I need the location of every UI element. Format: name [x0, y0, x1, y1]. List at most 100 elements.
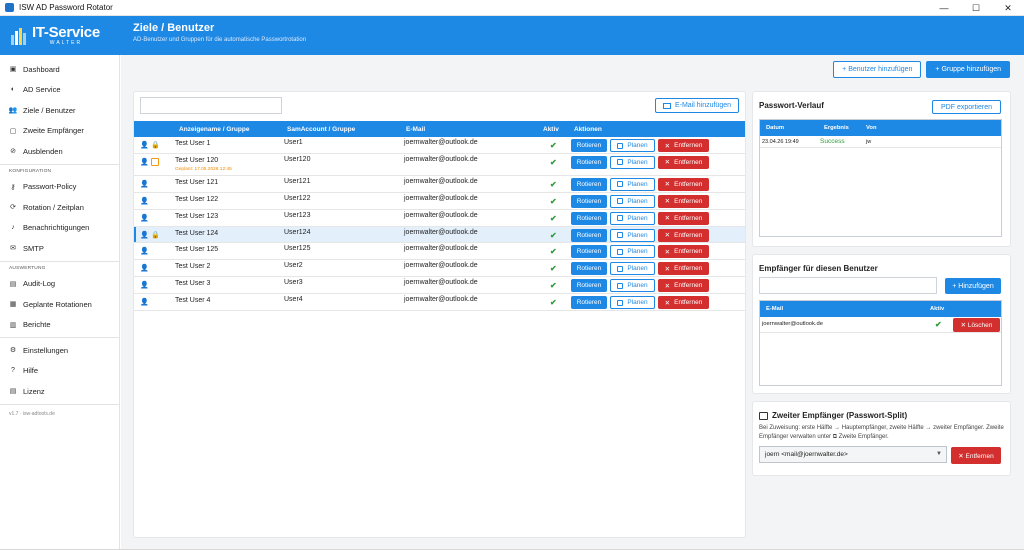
sidebar-item-ausblenden[interactable]: ⊘ Ausblenden	[0, 141, 119, 162]
table-row[interactable]: 👤 🔒 Test User 124 User124 joernwalter@outloo…	[134, 226, 745, 244]
calendar-icon	[617, 299, 624, 306]
rotate-button[interactable]: Rotieren	[571, 211, 607, 225]
active-check-icon: ✔	[935, 320, 942, 329]
rotate-button[interactable]: Rotieren	[571, 245, 607, 259]
table-row[interactable]: 👤 Test User 125 User125 joernwalter@outlook…	[134, 243, 745, 261]
col-date: Datum	[766, 125, 785, 131]
remove-button[interactable]: ✕ Entfernen	[658, 279, 709, 293]
row-actions: Rotieren Planen ✕ Entfernen	[571, 211, 709, 225]
sidebar-item-dashboard[interactable]: ▣ Dashboard	[0, 59, 119, 80]
user-display-name: Test User 120	[175, 156, 219, 164]
maximize-button[interactable]: ☐	[971, 2, 981, 13]
sidebar-item-hilfe[interactable]: ? Hilfe	[0, 361, 119, 382]
table-row[interactable]: 👤 Test User 123 User123 joernwalter@outlook…	[134, 210, 745, 227]
sidebar-item-lizenz[interactable]: ▤ Lizenz	[0, 381, 119, 402]
user-email: joernwalter@outlook.de	[404, 262, 478, 270]
table-row[interactable]: 👤 Test User 120 Geplant: 17.05.2026 12:45 U…	[134, 154, 745, 176]
sidebar-item-einstellungen[interactable]: ⚙ Einstellungen	[0, 340, 119, 361]
user-icon: 👤	[140, 180, 149, 188]
rotate-button[interactable]: Rotieren	[571, 228, 607, 242]
sidebar-item-berichte[interactable]: ▥ Berichte	[0, 315, 119, 336]
plan-button[interactable]: Planen	[610, 155, 655, 169]
table-row[interactable]: 👤 Test User 4 User4 joernwalter@outlook.de ✔…	[134, 294, 745, 312]
plan-button[interactable]: Planen	[610, 228, 655, 242]
sidebar-item-ziele-benutzer[interactable]: 👥 Ziele / Benutzer	[0, 100, 119, 121]
remove-button[interactable]: ✕ Entfernen	[658, 245, 709, 259]
user-display-name: Test User 4	[175, 297, 211, 305]
second-recipient-select[interactable]: joern <mail@joernwalter.de> ▼	[759, 446, 947, 463]
rotate-button[interactable]: Rotieren	[571, 177, 607, 191]
plan-button[interactable]: Planen	[610, 279, 655, 293]
license-icon: ▤	[9, 388, 17, 396]
user-email: joernwalter@outlook.de	[404, 139, 478, 146]
sidebar-item-benachrichtigungen[interactable]: ♪ Benachrichtigungen	[0, 218, 119, 239]
plan-button[interactable]: Planen	[610, 296, 655, 310]
remove-button[interactable]: ✕ Entfernen	[658, 296, 709, 310]
page-header: Ziele / Benutzer AD-Benutzer und Gruppen…	[120, 16, 1024, 55]
nav-divider	[0, 337, 119, 338]
table-row[interactable]: 👤 Test User 121 User121 joernwalter@outlook…	[134, 176, 745, 193]
table-row[interactable]: 👤 Test User 2 User2 joernwalter@outlook.de ✔…	[134, 260, 745, 278]
rotate-button[interactable]: Rotieren	[571, 296, 607, 310]
recipients-panel: Empfänger für diesen Benutzer + Hinzufüg…	[753, 255, 1010, 393]
sidebar-item-label: Rotation / Zeitplan	[23, 202, 84, 212]
users-table: Anzeigename / Gruppe SamAccount / Gruppe…	[134, 121, 745, 312]
remove-button[interactable]: ✕ Entfernen	[658, 228, 709, 242]
user-email: joernwalter@outlook.de	[404, 155, 478, 163]
sidebar-item-rotation-zeitplan[interactable]: ⟳ Rotation / Zeitplan	[0, 197, 119, 218]
rotate-button[interactable]: Rotieren	[571, 279, 607, 293]
rotate-button[interactable]: Rotieren	[571, 262, 607, 276]
rotate-button[interactable]: Rotieren	[571, 194, 607, 208]
plan-button[interactable]: Planen	[610, 245, 655, 259]
remove-label: Entfernen	[674, 197, 703, 205]
sidebar-item-label: Lizenz	[23, 386, 45, 396]
table-row[interactable]: 👤 Test User 3 User3 joernwalter@outlook.de ✔…	[134, 277, 745, 295]
remove-button[interactable]: ✕ Entfernen	[658, 194, 709, 208]
user-icon: 👤	[140, 231, 149, 239]
lock-icon: 🔒	[151, 231, 160, 239]
sidebar-item-passwort-policy[interactable]: ⚷ Passwort-Policy	[0, 177, 119, 198]
add-recipient-button[interactable]: + Hinzufügen	[945, 278, 1001, 294]
sidebar-item-label: Ziele / Benutzer	[23, 105, 76, 115]
sidebar-item-geplante-rotationen[interactable]: ▦ Geplante Rotationen	[0, 294, 119, 315]
active-check-icon: ✔	[550, 264, 557, 274]
rotate-button[interactable]: Rotieren	[571, 139, 607, 152]
plan-button[interactable]: Planen	[610, 262, 655, 276]
pdf-export-button[interactable]: PDF exportieren	[932, 100, 1001, 114]
close-icon: ✕	[664, 232, 671, 240]
plan-button[interactable]: Planen	[610, 177, 655, 191]
plan-button[interactable]: Planen	[610, 211, 655, 225]
remove-second-recipient-button[interactable]: ✕ Entfernen	[951, 447, 1001, 464]
plan-button[interactable]: Planen	[610, 194, 655, 208]
row-actions: Rotieren Planen ✕ Entfernen	[571, 262, 709, 276]
users-search-input[interactable]	[140, 97, 282, 114]
remove-button[interactable]: ✕ Entfernen	[658, 262, 709, 276]
recipient-email-input[interactable]	[759, 277, 937, 294]
rotate-button[interactable]: Rotieren	[571, 155, 607, 169]
add-email-button[interactable]: E-Mail hinzufügen	[654, 98, 739, 113]
sidebar-item-audit-log[interactable]: ▤ Audit-Log	[0, 274, 119, 295]
user-email: joernwalter@outlook.de	[404, 211, 478, 219]
calendar-icon	[617, 232, 624, 239]
delete-recipient-button[interactable]: ✕ Löschen	[953, 318, 1000, 332]
add-user-button[interactable]: + Benutzer hinzufügen	[833, 61, 922, 78]
col-result: Ergebnis	[824, 125, 849, 131]
remove-button[interactable]: ✕ Entfernen	[658, 177, 709, 191]
minimize-button[interactable]: —	[939, 3, 949, 13]
col-by: Von	[866, 125, 877, 131]
gear-icon: ⚙	[9, 347, 17, 355]
nav-section-config: KONFIGURATION	[9, 169, 52, 174]
plan-button[interactable]: Planen	[610, 139, 655, 152]
remove-button[interactable]: ✕ Entfernen	[658, 211, 709, 225]
remove-label: Entfernen	[674, 265, 703, 273]
active-check-icon: ✔	[550, 141, 557, 150]
table-row[interactable]: 👤 Test User 122 User122 joernwalter@outlook…	[134, 193, 745, 210]
remove-button[interactable]: ✕ Entfernen	[658, 155, 709, 169]
remove-button[interactable]: ✕ Entfernen	[658, 139, 709, 152]
sidebar-item-ad-service[interactable]: ◐ AD Service	[0, 80, 119, 101]
sidebar-item-zweite-empf-nger[interactable]: ▢ Zweite Empfänger	[0, 121, 119, 142]
sidebar-item-smtp[interactable]: ✉ SMTP	[0, 238, 119, 259]
close-button[interactable]: ✕	[1004, 2, 1012, 13]
add-group-button[interactable]: + Gruppe hinzufügen	[926, 61, 1010, 78]
table-row[interactable]: 👤 🔒 Test User 1 User1 joernwalter@outlook.de…	[134, 137, 745, 154]
